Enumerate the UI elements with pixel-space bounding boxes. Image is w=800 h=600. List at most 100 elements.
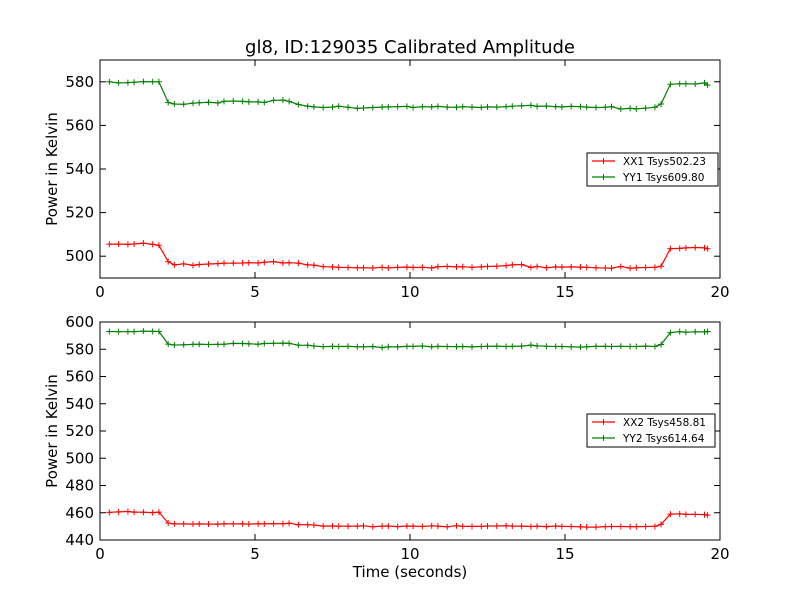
y-tick-label: 520 [65, 204, 94, 222]
data-point [682, 329, 689, 336]
data-point [255, 259, 262, 266]
data-point [379, 344, 386, 351]
bottom-panel: 0 5 10 15 20 440 460 480 500 520 540 560 580 600 Power… [43, 313, 730, 563]
data-point [221, 341, 227, 348]
y-tick-label: 560 [65, 368, 94, 386]
data-point [453, 104, 460, 111]
data-point [692, 244, 699, 251]
data-point [261, 259, 268, 266]
data-point [270, 258, 277, 265]
data-point [509, 523, 516, 530]
data-point [403, 343, 410, 350]
data-point [221, 520, 227, 527]
data-point [617, 523, 624, 530]
data-point [295, 521, 302, 528]
data-point [310, 342, 317, 349]
data-point [419, 342, 426, 349]
data-point [286, 520, 293, 527]
data-point [230, 520, 237, 527]
data-point [701, 79, 708, 86]
data-point [428, 103, 435, 110]
data-point [676, 510, 683, 517]
data-point [676, 80, 683, 87]
data-point [484, 263, 491, 270]
data-point [394, 343, 401, 350]
data-point [214, 521, 221, 528]
data-point [658, 341, 665, 348]
data-point [239, 98, 246, 105]
data-point [354, 105, 361, 112]
x-tick-label: 20 [710, 545, 729, 563]
data-point [568, 103, 575, 110]
data-point [155, 242, 162, 249]
data-point [230, 260, 237, 267]
data-point [543, 523, 550, 530]
data-point [583, 264, 590, 271]
data-point [165, 519, 172, 526]
data-point [642, 523, 649, 530]
data-point [286, 340, 293, 347]
data-point [295, 260, 302, 267]
data-point [140, 328, 147, 335]
data-point [444, 523, 451, 530]
data-point [552, 343, 559, 350]
data-point [360, 104, 367, 111]
data-point [304, 103, 311, 110]
data-point [642, 105, 649, 112]
data-point [484, 343, 491, 350]
data-point [518, 261, 525, 268]
data-point [255, 341, 262, 348]
data-point [577, 344, 584, 351]
y-tick-label: 480 [65, 477, 94, 495]
data-point [180, 520, 187, 527]
data-point [261, 99, 268, 106]
data-point [245, 340, 252, 347]
data-point [180, 260, 187, 267]
data-point [577, 264, 584, 271]
data-point [354, 264, 361, 271]
data-point [205, 99, 212, 106]
data-point [410, 523, 417, 530]
x-tick-label: 15 [555, 283, 574, 301]
data-point [527, 523, 534, 530]
data-point [534, 342, 541, 349]
data-point [140, 240, 147, 247]
data-point [171, 342, 178, 349]
data-point [155, 509, 162, 516]
data-point [493, 263, 500, 270]
data-point [608, 523, 615, 530]
data-point [459, 343, 466, 350]
y-axis-label: Power in Kelvin [43, 112, 61, 226]
data-point [279, 340, 286, 347]
data-point [682, 244, 689, 251]
x-tick-label: 0 [95, 283, 105, 301]
data-point [196, 99, 203, 106]
data-point [602, 523, 609, 530]
data-point [149, 78, 156, 85]
data-point [419, 523, 426, 530]
legend: XX2 Tsys458.81 YY2 Tsys614.64 [586, 413, 716, 448]
data-point [255, 98, 262, 105]
data-point [428, 264, 435, 271]
data-point [642, 264, 649, 271]
legend-label: XX2 Tsys458.81 [623, 417, 706, 429]
data-point [493, 522, 500, 529]
data-point [221, 98, 227, 105]
data-point [478, 343, 485, 350]
data-point [558, 103, 565, 110]
data-point [385, 264, 392, 271]
data-point [329, 522, 336, 529]
data-point [149, 509, 156, 516]
data-point [171, 261, 178, 268]
data-point [106, 241, 113, 248]
data-point [667, 245, 674, 252]
data-point [627, 343, 634, 350]
data-point [667, 81, 674, 88]
top-panel: 0 5 10 15 20 500 520 540 560 580 Power in Kelvin XX… [43, 59, 730, 301]
data-point [543, 343, 550, 350]
data-point [410, 343, 417, 350]
data-point [360, 264, 367, 271]
y-tick-label: 560 [65, 116, 94, 134]
data-point [602, 264, 609, 271]
data-point [124, 79, 131, 86]
